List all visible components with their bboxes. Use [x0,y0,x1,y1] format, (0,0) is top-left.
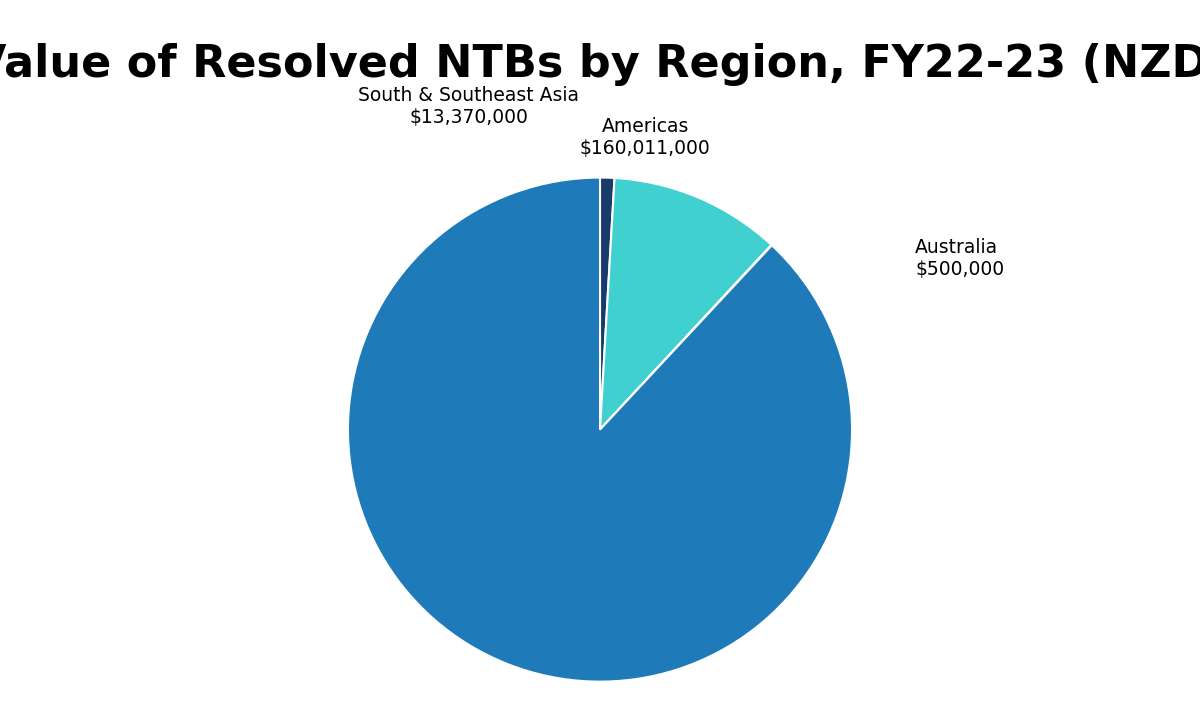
Wedge shape [600,178,614,430]
Wedge shape [600,245,772,430]
Text: Americas
$160,011,000: Americas $160,011,000 [580,117,710,158]
Text: Australia
$500,000: Australia $500,000 [916,238,1004,279]
Text: Value of Resolved NTBs by Region, FY22-23 (NZD): Value of Resolved NTBs by Region, FY22-2… [0,43,1200,86]
Wedge shape [348,178,852,682]
Wedge shape [600,178,772,430]
Text: South & Southeast Asia
$13,370,000: South & Southeast Asia $13,370,000 [359,87,580,127]
